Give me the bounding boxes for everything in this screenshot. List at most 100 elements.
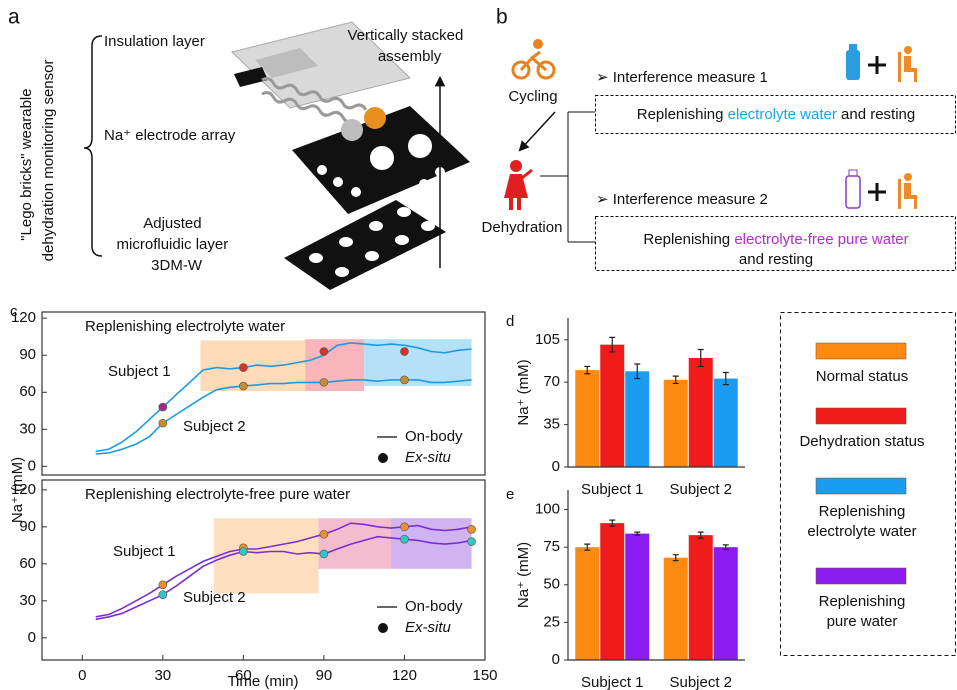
inlet (339, 237, 353, 247)
text-part: and resting (837, 106, 915, 123)
y-tick-label: 0 (28, 629, 36, 646)
y-tick-label: 70 (543, 373, 560, 390)
ex-situ-point (320, 378, 328, 386)
panel-label: e (506, 486, 514, 503)
bar (600, 523, 624, 660)
ex-situ-point (159, 403, 167, 411)
ex-situ-point (320, 550, 328, 558)
legend-dot (378, 623, 388, 633)
panel-a: a "Lego bricks" wearable dehydration mon… (0, 0, 493, 290)
ex-situ-point (239, 548, 247, 556)
layer-label-line: 3DM-W (151, 257, 203, 274)
ex-situ-point (159, 591, 167, 599)
inlet (369, 221, 383, 231)
legend-label: Dehydration status (799, 433, 924, 450)
ex-situ-point (400, 348, 408, 356)
inlet (309, 253, 323, 263)
y-tick-label: 75 (543, 538, 560, 555)
side-title-line: "Lego bricks" wearable (18, 88, 35, 240)
ex-situ-point (320, 530, 328, 538)
chart-title: Replenishing electrolyte water (85, 318, 285, 335)
legend-label: Ex-situ (405, 449, 452, 466)
cycling-label: Cycling (508, 88, 557, 105)
water-icon (846, 44, 860, 80)
series-label: Subject 2 (183, 589, 246, 606)
layer-label: Na⁺ electrode array (104, 127, 236, 144)
y-axis-label: Na⁺ (mM) (515, 542, 532, 608)
ex-situ-point (239, 382, 247, 390)
measure-title: ➢ Interference measure 2 (596, 191, 768, 208)
y-tick-label: 90 (19, 518, 36, 535)
y-tick-label: 30 (19, 592, 36, 609)
x-tick-label: 120 (392, 667, 417, 684)
rest-icon (898, 46, 917, 82)
side-title-line: dehydration monitoring sensor (40, 60, 57, 262)
x-tick-label: Subject 2 (669, 481, 732, 498)
pad (419, 179, 429, 189)
x-axis-label: Time (min) (227, 673, 298, 690)
shaded-period (364, 339, 471, 386)
bar (625, 371, 649, 467)
series-label: Subject 1 (108, 363, 171, 380)
assembly-label-line: Vertically stacked (347, 27, 463, 44)
dehydration-label: Dehydration (482, 219, 563, 236)
y-tick-label: 0 (552, 651, 560, 668)
ex-situ-point (159, 581, 167, 589)
plus (868, 183, 886, 201)
legend-label: On-body (405, 428, 463, 445)
x-tick-label: 150 (472, 667, 497, 684)
text-part: electrolyte water (728, 106, 837, 123)
inlet (421, 221, 435, 231)
inlet (395, 235, 409, 245)
ex-situ-point (400, 535, 408, 543)
measure-text: and resting (739, 251, 813, 268)
inlet (397, 207, 411, 217)
ex-situ-point (320, 348, 328, 356)
legend-label-line: pure water (827, 613, 898, 630)
y-tick-label: 0 (552, 458, 560, 475)
text-part: Replenishing (643, 231, 734, 248)
bar (575, 370, 599, 467)
bar (714, 379, 738, 467)
y-tick-label: 25 (543, 613, 560, 630)
panel-label: c (10, 303, 18, 320)
connector (234, 67, 268, 87)
layer-label-line: microfluidic layer (117, 236, 229, 253)
pad (317, 165, 327, 175)
assembly-label-line: assembly (378, 48, 442, 65)
pad (333, 177, 343, 187)
y-tick-label: 0 (28, 457, 36, 474)
ex-situ-point (468, 538, 476, 546)
y-tick-label: 60 (19, 383, 36, 400)
bar (600, 345, 624, 467)
series-label: Subject 2 (183, 418, 246, 435)
y-tick-label: 50 (543, 576, 560, 593)
legend-dot (378, 453, 388, 463)
x-tick-label: 30 (154, 667, 171, 684)
legend-label: Ex-situ (405, 619, 452, 636)
y-tick-label: 60 (19, 555, 36, 572)
arrow (520, 112, 555, 150)
rest-icon (898, 173, 917, 209)
x-tick-label: 0 (78, 667, 86, 684)
bar (575, 547, 599, 660)
ex-situ-point (400, 523, 408, 531)
bar (664, 558, 688, 660)
legend-label-line: Replenishing (819, 503, 906, 520)
measure-text: Replenishing electrolyte water and resti… (637, 106, 916, 123)
layer-label: Insulation layer (104, 33, 205, 50)
ex-situ-point (468, 525, 476, 533)
bar (689, 358, 713, 467)
text-part: and resting (739, 251, 813, 268)
legend-label-line: Dehydration status (799, 433, 924, 450)
inlet (335, 267, 349, 277)
panel-label: d (506, 313, 514, 330)
electrode (370, 146, 394, 170)
y-tick-label: 120 (11, 481, 36, 498)
chart-title: Replenishing electrolyte-free pure water (85, 486, 350, 503)
legend-swatch (816, 568, 906, 584)
y-axis-label: Na⁺ (mM) (515, 359, 532, 425)
bar (689, 535, 713, 660)
cycling-icon (513, 41, 554, 79)
